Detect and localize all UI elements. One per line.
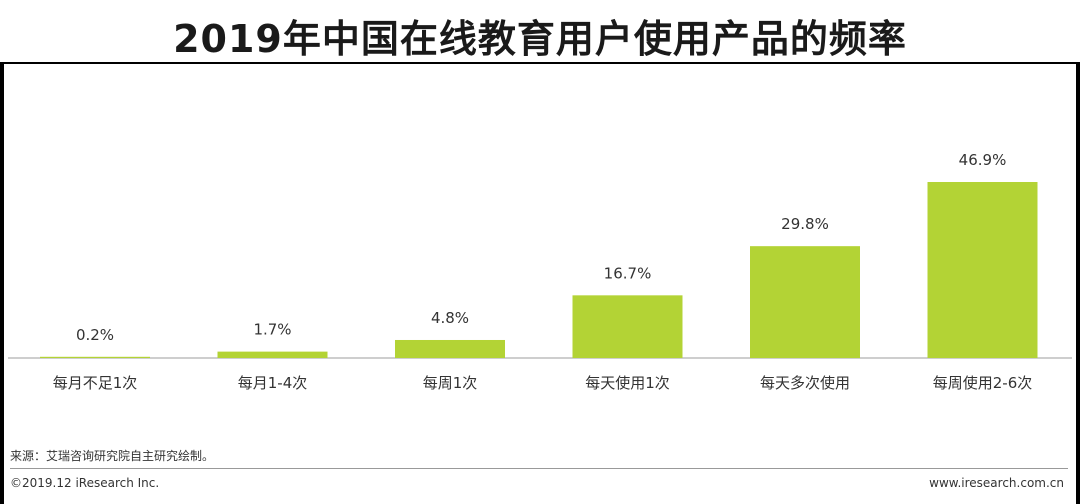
data-label-0: 0.2% [76,326,114,344]
bar-2 [395,339,505,358]
bar-1 [217,351,328,358]
bar-3 [572,295,683,358]
title-band: 2019年中国在线教育用户使用产品的频率 [0,0,1080,62]
chart-panel: 0.2% 每月不足1次 1.7% 每月1-4次 4.8% 每周1次 16.7% 每天使用1次 2… [4,64,1076,504]
category-label-3: 每天使用1次 [585,374,670,392]
footer-divider [10,468,1068,469]
data-label-1: 1.7% [253,321,291,339]
category-label-4: 每天多次使用 [760,374,850,392]
bar-chart: 0.2% 每月不足1次 1.7% 每月1-4次 4.8% 每周1次 16.7% 每天使用1次 2… [8,151,1072,392]
category-label-2: 每周1次 [423,374,478,392]
category-label-1: 每月1-4次 [238,374,308,392]
data-label-2: 4.8% [431,309,469,327]
data-label-5: 46.9% [959,151,1007,169]
data-label-3: 16.7% [604,264,652,282]
chart-title: 2019年中国在线教育用户使用产品的频率 [173,17,907,61]
bar-4 [750,246,860,358]
bar-0 [40,356,150,358]
source-note: 来源：艾瑞咨询研究院自主研究绘制。 [10,449,215,463]
category-label-5: 每周使用2-6次 [933,374,1033,392]
website-text: www.iresearch.com.cn [929,476,1064,490]
copyright-text: ©2019.12 iResearch Inc. [10,476,160,490]
data-label-4: 29.8% [781,215,829,233]
bar-5 [927,182,1038,358]
category-label-0: 每月不足1次 [53,374,138,392]
